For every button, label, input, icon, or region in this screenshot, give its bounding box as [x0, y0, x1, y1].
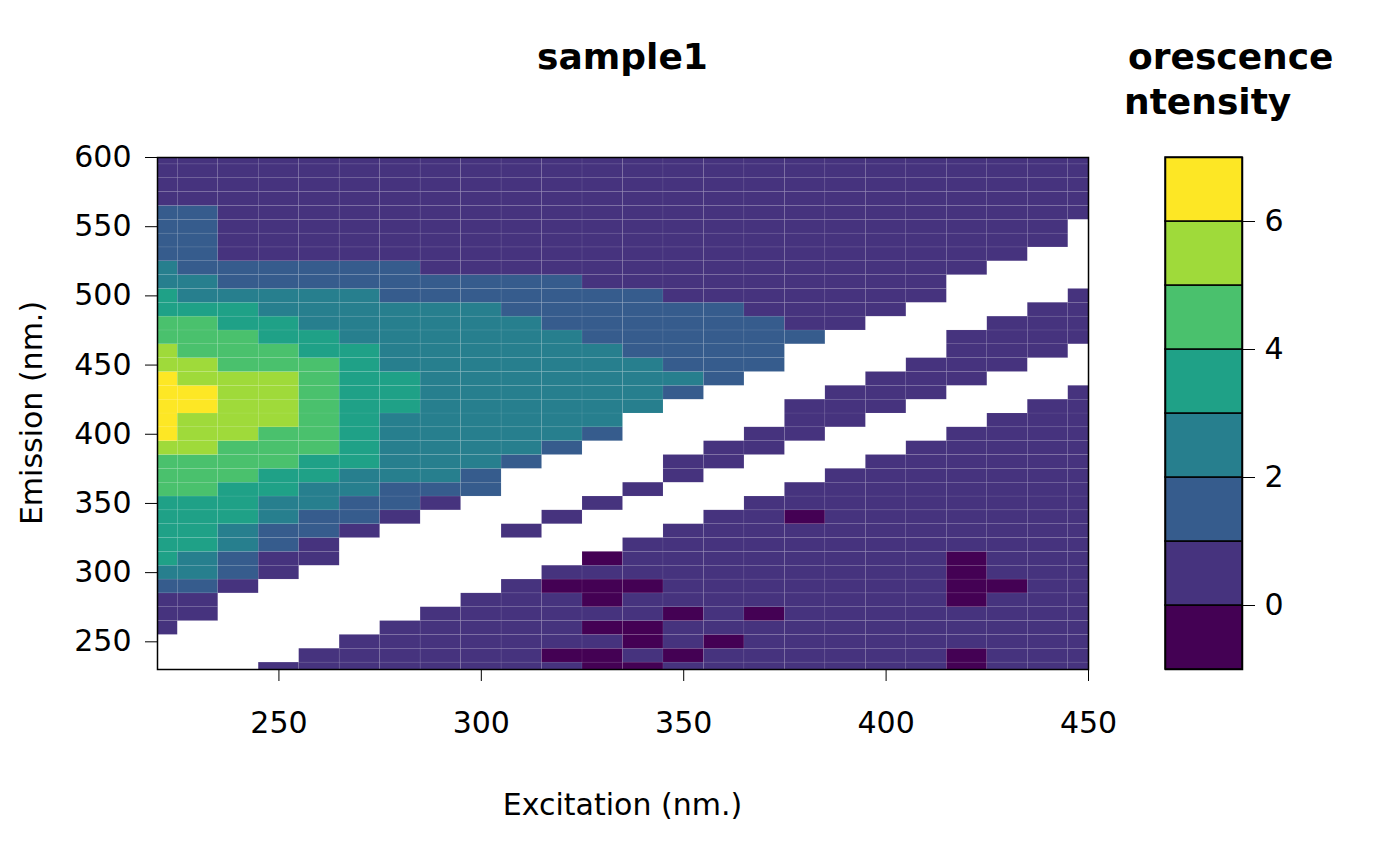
svg-text:500: 500 — [74, 277, 131, 312]
svg-text:300: 300 — [74, 554, 131, 589]
html-text:Emission (nm.): Emission (nm.) — [14, 300, 49, 526]
svg-text:0: 0 — [1265, 587, 1284, 622]
html-text:orescence: orescence — [1128, 36, 1334, 77]
svg-text:450: 450 — [74, 347, 131, 382]
svg-text:450: 450 — [1060, 705, 1117, 740]
svg-text:300: 300 — [453, 705, 510, 740]
svg-text:400: 400 — [74, 416, 131, 451]
svg-text:2: 2 — [1265, 459, 1284, 494]
svg-text:250: 250 — [250, 705, 307, 740]
svg-text:400: 400 — [857, 705, 914, 740]
svg-text:4: 4 — [1265, 331, 1284, 366]
html-text:Excitation (nm.): Excitation (nm.) — [502, 787, 743, 822]
html-text:ntensity: ntensity — [1124, 81, 1292, 122]
svg-text:6: 6 — [1265, 203, 1284, 238]
svg-text:350: 350 — [655, 705, 712, 740]
html-text:sample1: sample1 — [537, 36, 708, 77]
svg-text:350: 350 — [74, 485, 131, 520]
svg-text:600: 600 — [74, 139, 131, 174]
svg-text:550: 550 — [74, 208, 131, 243]
svg-text:250: 250 — [74, 623, 131, 658]
